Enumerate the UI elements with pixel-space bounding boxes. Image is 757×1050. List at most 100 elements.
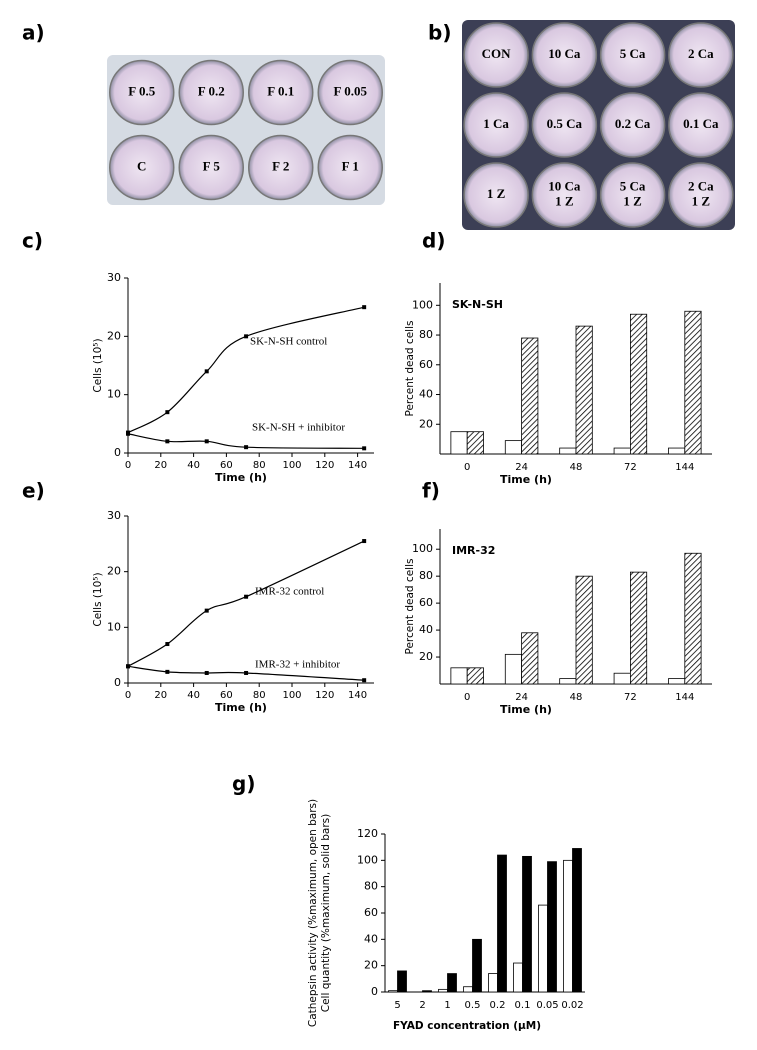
x-tick-label: 100 [282, 690, 301, 701]
x-tick-label: 120 [315, 690, 334, 701]
well-label: 10 Ca [548, 46, 581, 61]
y-tick-label: 80 [419, 328, 433, 341]
series-annotation: IMR-32 + inhibitor [255, 659, 340, 671]
well-label: F 1 [342, 158, 359, 173]
x-tick-label: 0.5 [465, 1000, 481, 1011]
bar [559, 447, 577, 455]
y-tick-label: 80 [364, 880, 378, 893]
well-label: 1 Ca [483, 116, 509, 131]
bar [613, 447, 631, 455]
well [531, 22, 598, 88]
well-label: 0.2 Ca [615, 116, 651, 131]
y-tick-label: 0 [371, 985, 378, 998]
x-tick-label: 60 [220, 460, 233, 471]
y-tick-label: 20 [419, 650, 433, 663]
x-tick-label: 40 [187, 460, 200, 471]
well-label: 2 Ca [688, 178, 714, 193]
x-tick-label: 72 [624, 462, 637, 473]
bar [438, 988, 448, 993]
data-point [165, 642, 170, 647]
bar [559, 678, 577, 685]
well [109, 59, 175, 126]
y-axis-label: Cells (10⁵) [92, 338, 104, 392]
bar [684, 552, 702, 685]
x-tick-label: 5 [394, 1000, 400, 1011]
well-label: 0.1 Ca [683, 116, 719, 131]
well [109, 134, 175, 201]
well-label: 1 Z [555, 193, 574, 208]
fit-curve [127, 306, 365, 434]
y-tick-label: 60 [419, 596, 433, 609]
bar [447, 973, 457, 993]
panel-label: d) [422, 229, 445, 253]
data-point [244, 594, 249, 599]
well [668, 162, 734, 228]
y-axis-label: Percent dead cells [404, 321, 416, 417]
well [531, 92, 598, 158]
y-axis-label: Cell quantity (%maximum, solid bars) [320, 814, 332, 1012]
x-tick-label: 0 [125, 460, 131, 471]
y-tick-label: 40 [364, 932, 378, 945]
bar [488, 973, 498, 993]
x-tick-label: 0.05 [536, 1000, 558, 1011]
panel-label: e) [22, 479, 45, 503]
data-point [244, 334, 249, 339]
well-label: F 0.05 [334, 83, 368, 98]
series-annotation: IMR-32 control [255, 586, 324, 598]
bar [450, 667, 468, 685]
data-point [244, 670, 249, 675]
data-point [362, 305, 367, 310]
y-tick-label: 60 [419, 358, 433, 371]
well [531, 162, 598, 228]
y-axis-label: Cathepsin activity (%maximum, open bars) [307, 799, 319, 1027]
x-tick-label: 1 [444, 1000, 450, 1011]
chart-title: IMR-32 [452, 544, 495, 557]
data-point [362, 539, 367, 544]
well [317, 59, 383, 126]
data-point [165, 410, 170, 415]
x-axis-label: Time (h) [215, 701, 267, 714]
x-tick-label: 0 [464, 462, 470, 473]
x-tick-label: 140 [348, 690, 367, 701]
data-point [204, 369, 209, 374]
bar [547, 861, 557, 993]
y-tick-label: 20 [419, 417, 433, 430]
x-tick-label: 0 [125, 690, 131, 701]
y-tick-label: 10 [107, 620, 121, 633]
bar [497, 854, 507, 993]
well [178, 134, 244, 201]
x-tick-label: 20 [154, 690, 167, 701]
well [248, 134, 314, 201]
well [248, 59, 314, 126]
bar [397, 970, 407, 993]
well-label: 2 Ca [688, 46, 714, 61]
panel-label: b) [428, 21, 451, 45]
x-tick-label: 80 [253, 690, 266, 701]
bar [630, 313, 648, 455]
well-label: 5 Ca [620, 46, 646, 61]
y-tick-label: 40 [419, 388, 433, 401]
y-tick-label: 20 [107, 329, 121, 342]
well-label: F 2 [272, 158, 289, 173]
y-tick-label: 20 [364, 959, 378, 972]
bar [575, 575, 593, 685]
bar [463, 986, 473, 993]
x-tick-label: 0.2 [490, 1000, 506, 1011]
well-label: C [137, 158, 146, 173]
bar [575, 325, 593, 455]
y-tick-label: 20 [107, 565, 121, 578]
data-point [362, 678, 367, 683]
y-tick-label: 120 [357, 827, 378, 840]
well-label: F 5 [203, 158, 221, 173]
well-label: F 0.2 [198, 83, 225, 98]
fit-curve [127, 665, 365, 681]
x-axis-label: FYAD concentration (µM) [393, 1020, 541, 1032]
well [463, 162, 529, 228]
series-annotation: SK-N-SH + inhibitor [252, 422, 345, 434]
bar [450, 431, 468, 455]
y-tick-label: 100 [412, 542, 433, 555]
bar [522, 855, 532, 993]
well-label: 0.5 Ca [547, 116, 583, 131]
x-tick-label: 20 [154, 460, 167, 471]
well-label: F 0.5 [128, 83, 155, 98]
